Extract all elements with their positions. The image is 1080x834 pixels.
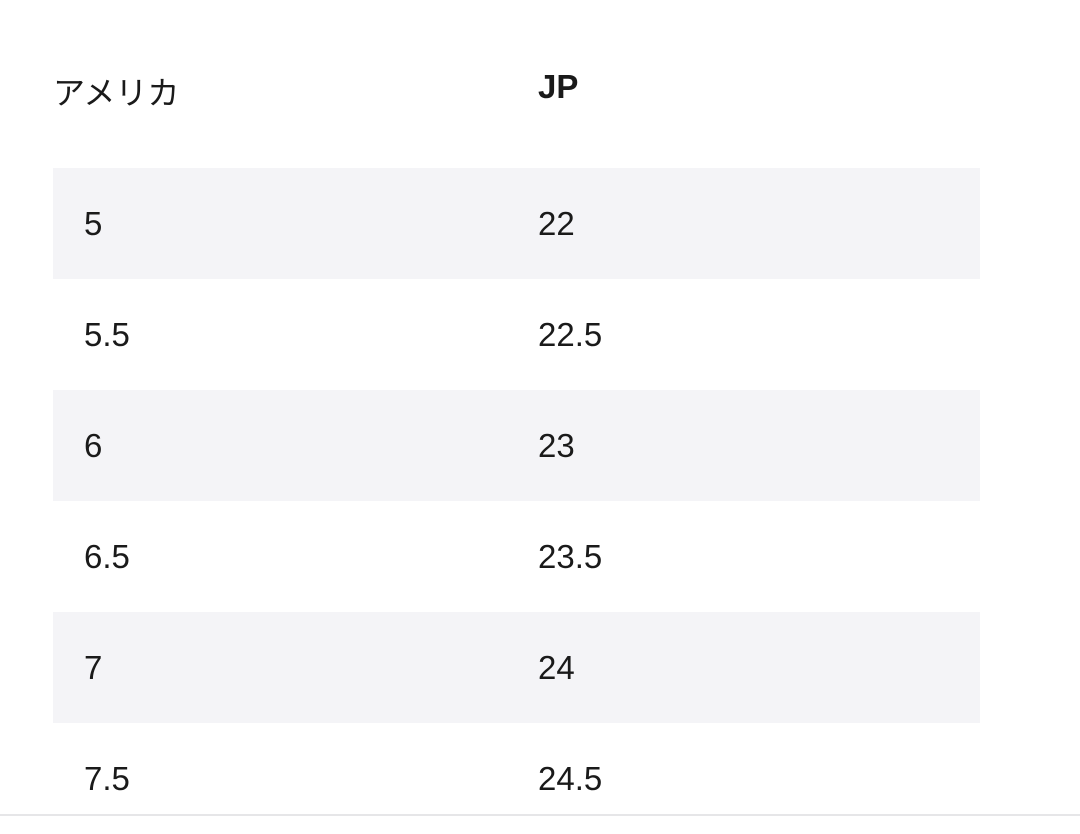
jp-size: 23.5 bbox=[538, 537, 603, 575]
us-size: 5 bbox=[84, 204, 103, 242]
column-header-us: アメリカ bbox=[53, 74, 180, 112]
table-row: 7 24 bbox=[53, 612, 980, 723]
jp-size: 24 bbox=[538, 648, 575, 686]
jp-size: 22 bbox=[538, 204, 575, 242]
us-size: 5.5 bbox=[84, 315, 130, 353]
column-header-jp: JP bbox=[538, 68, 579, 105]
jp-size: 24.5 bbox=[538, 759, 603, 797]
table-row: 7.5 24.5 bbox=[53, 723, 980, 834]
jp-size: 22.5 bbox=[538, 315, 603, 353]
table-row: 5 22 bbox=[53, 168, 980, 279]
us-size: 7.5 bbox=[84, 759, 130, 797]
table-row: 6 23 bbox=[53, 390, 980, 501]
divider bbox=[0, 814, 1080, 816]
table-row: 6.5 23.5 bbox=[53, 501, 980, 612]
us-size: 7 bbox=[84, 648, 103, 686]
table-row: 5.5 22.5 bbox=[53, 279, 980, 390]
jp-size: 23 bbox=[538, 426, 575, 464]
us-size: 6 bbox=[84, 426, 103, 464]
us-size: 6.5 bbox=[84, 537, 130, 575]
size-table: 5 22 5.5 22.5 6 23 6.5 23.5 7 24 7.5 24.5 bbox=[53, 168, 980, 834]
